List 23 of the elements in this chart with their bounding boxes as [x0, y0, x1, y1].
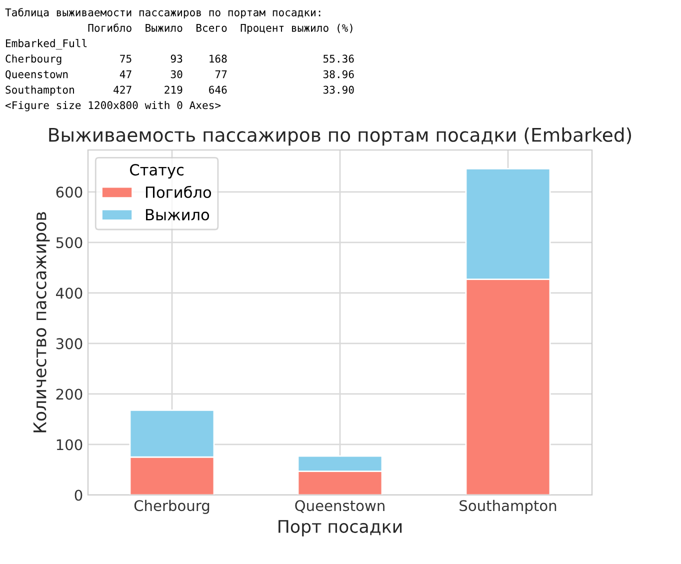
y-tick-label: 0 [74, 490, 82, 501]
legend-label: Выжило [146, 209, 210, 220]
chart-title: Выживаемость пассажиров по портам посадки (Embarked) [49, 127, 632, 146]
text: Cherbourg 75 93 168 55.36 [6, 54, 354, 65]
y-tick-label: 100 [56, 439, 82, 450]
text: Southampton 427 219 646 33.90 [6, 86, 354, 96]
text: Погибло Выжило Всего Процент выжило (%) [88, 24, 352, 34]
y-tick-label: 600 [56, 186, 82, 198]
y-tick-label: 500 [56, 237, 82, 248]
y-axis-title: Количество пассажиров [33, 212, 50, 432]
x-tick-label: Cherbourg [134, 500, 210, 514]
text: Queenstown 47 30 77 38.96 [6, 70, 354, 80]
legend-title: Статус [130, 164, 184, 179]
x-axis-title: Порт посадки [278, 520, 402, 536]
y-tick-label: 400 [56, 288, 82, 299]
text: <Figure size 1200x800 with 0 Axes> [5, 101, 221, 112]
legend-label: Погибло [146, 186, 212, 198]
text: Embarked_Full [6, 39, 87, 50]
y-tick-label: 300 [56, 338, 82, 350]
x-tick-label: Queenstown [295, 500, 384, 513]
x-tick-label: Southampton [460, 500, 556, 514]
y-tick-label: 200 [56, 388, 82, 400]
text: Таблица выживаемости пассажиров по портам посадки: [5, 8, 320, 18]
